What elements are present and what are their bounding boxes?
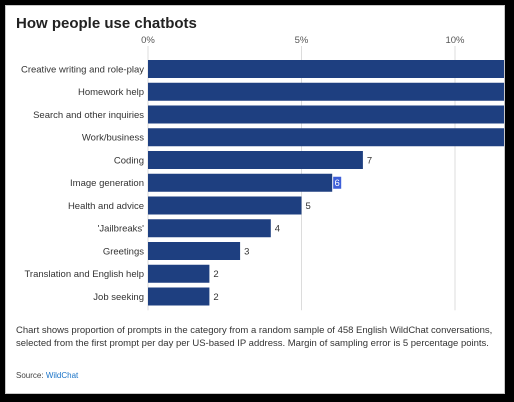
x-tick-label: 10% (445, 35, 465, 46)
bar (148, 287, 210, 306)
category-label: Work/business (82, 133, 144, 144)
bar (148, 128, 504, 147)
x-axis-ticks: 0%5%10%15%20% (141, 35, 465, 46)
x-tick-label: 5% (295, 35, 309, 46)
chart-note: Chart shows proportion of prompts in the… (16, 325, 493, 349)
value-label: 2 (213, 292, 218, 303)
value-label: 7 (367, 155, 372, 166)
bar (148, 242, 241, 260)
category-label: Job seeking (93, 292, 144, 303)
value-label: 4 (275, 224, 280, 235)
bar-chart: 0%5%10%15%20% Creative writing and role-… (21, 35, 504, 311)
category-label: Image generation (70, 178, 144, 189)
category-label: Translation and English help (24, 269, 144, 280)
source-label: Source: (16, 371, 44, 380)
bar (148, 82, 504, 101)
bar (148, 60, 504, 78)
bar (148, 219, 271, 238)
bar (148, 196, 302, 215)
category-label: Health and advice (68, 201, 144, 212)
category-label: 'Jailbreaks' (98, 224, 145, 235)
source-link[interactable]: WildChat (45, 371, 79, 380)
category-label: Homework help (78, 87, 144, 98)
category-labels: Creative writing and role-play Homework h… (21, 64, 144, 302)
chart-title: How people use chatbots (16, 15, 197, 32)
category-label: Creative writing and role-play (21, 64, 144, 75)
bar (148, 173, 333, 192)
value-label: 5 (306, 201, 311, 212)
value-labels: 21%1817157654322 (213, 155, 372, 303)
bar (148, 264, 210, 283)
source-line: Source: WildChat (16, 371, 78, 380)
value-highlight (333, 176, 342, 189)
bar (148, 151, 363, 169)
value-label: 3 (244, 246, 249, 257)
category-label: Greetings (103, 246, 144, 257)
value-label: 2 (213, 269, 218, 280)
bars (148, 60, 504, 306)
x-tick-label: 0% (141, 35, 155, 46)
category-label: Coding (114, 155, 144, 166)
category-label: Search and other inquiries (33, 110, 144, 121)
chart-frame: How people use chatbots 0%5%10%15%20% Cr… (5, 5, 505, 394)
value-label: 6 (335, 178, 340, 189)
bar (148, 105, 504, 124)
